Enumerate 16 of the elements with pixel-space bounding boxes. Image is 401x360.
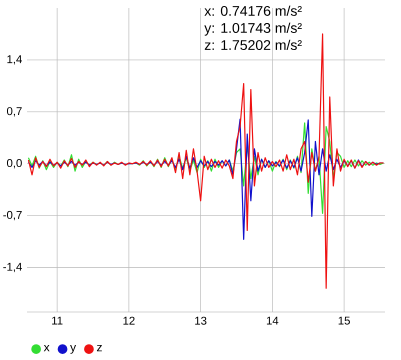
x-tick-label: 14 bbox=[266, 316, 278, 324]
y-tick-label: 0,0 bbox=[6, 159, 22, 168]
y-tick-label: 1,4 bbox=[7, 55, 22, 65]
legend-label: y bbox=[70, 344, 76, 354]
x-tick-label: 11 bbox=[52, 316, 62, 324]
x-tick-label: 15 bbox=[338, 316, 350, 325]
y-tick-label: -0,7 bbox=[3, 210, 22, 220]
x-tick-label: 13 bbox=[195, 316, 206, 325]
annotation: z: 1.75202 m/s² bbox=[204, 40, 302, 50]
y-tick-label: 0,7 bbox=[6, 107, 22, 116]
x-tick-label: 12 bbox=[123, 316, 135, 325]
legend-label: z bbox=[96, 344, 102, 352]
annotation: x: 0.74176 m/s² bbox=[204, 6, 302, 16]
legend-label: x bbox=[44, 344, 50, 352]
y-tick-label: -1,4 bbox=[3, 262, 22, 272]
annotation: y: 1.01743 m/s² bbox=[204, 22, 302, 36]
